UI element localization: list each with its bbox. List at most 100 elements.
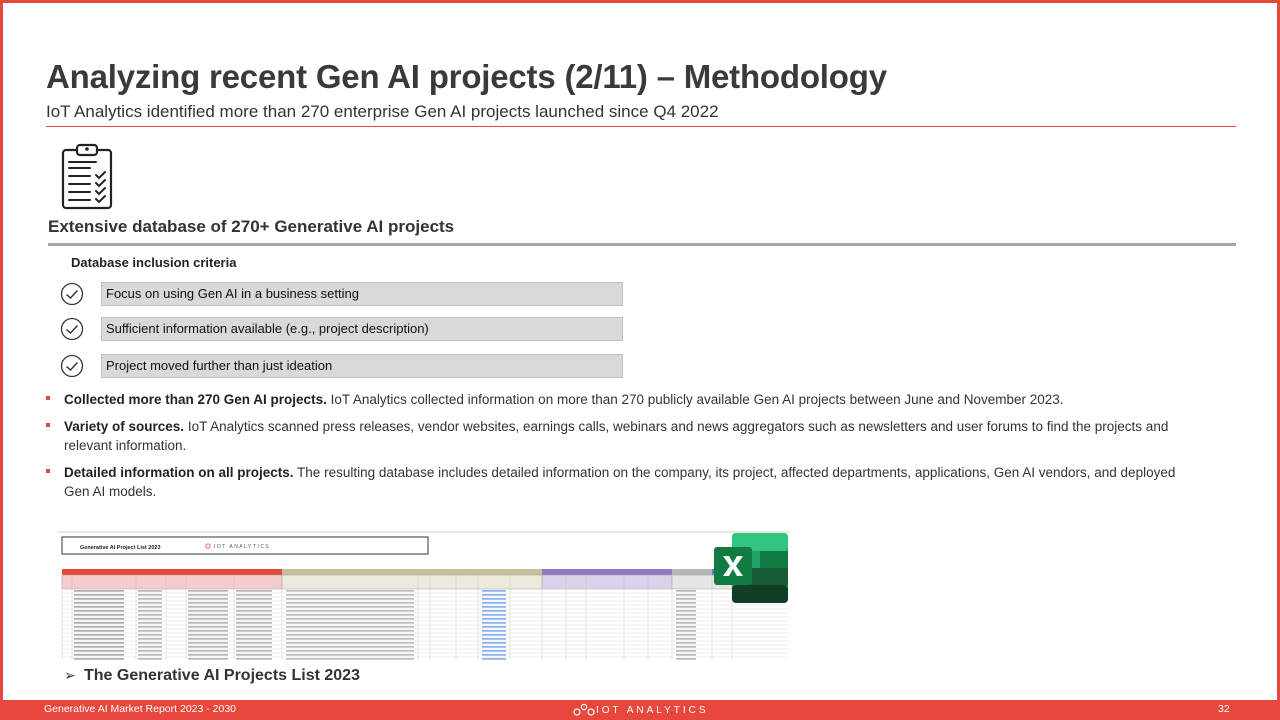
- sheet-cell-text: [676, 630, 696, 632]
- sheet-cell-text: [74, 626, 124, 628]
- sheet-cell-text: [286, 606, 414, 608]
- sheet-cell-text: [74, 614, 124, 616]
- sheet-cell-text: [74, 658, 124, 660]
- sheet-col-header: [281, 574, 543, 590]
- sheet-cell-text: [286, 630, 414, 632]
- sheet-header-band: [542, 569, 672, 575]
- sheet-cell-text: [286, 594, 414, 596]
- sheet-cell-text: [138, 598, 162, 600]
- footer-logo: IOT ANALYTICS: [572, 702, 709, 718]
- sheet-cell-text: [236, 650, 272, 652]
- sheet-cell-text: [676, 606, 696, 608]
- sheet-cell-text: [236, 610, 272, 612]
- sheet-cell-text: [236, 646, 272, 648]
- sheet-cell-link: [482, 602, 506, 604]
- sheet-cell-text: [138, 642, 162, 644]
- sheet-cell-text: [236, 590, 272, 592]
- sheet-cell-text: [286, 642, 414, 644]
- sheet-cell-text: [236, 654, 272, 656]
- sheet-cell-link: [482, 622, 506, 624]
- sheet-cell-text: [236, 614, 272, 616]
- sheet-cell-text: [676, 646, 696, 648]
- sheet-cell-link: [482, 614, 506, 616]
- criteria-item-label: Focus on using Gen AI in a business sett…: [101, 282, 623, 306]
- sheet-cell-text: [138, 618, 162, 620]
- sheet-cell-text: [74, 630, 124, 632]
- sheet-cell-text: [286, 646, 414, 648]
- sheet-cell-text: [138, 590, 162, 592]
- sheet-cell-text: [188, 606, 228, 608]
- sheet-cell-text: [74, 610, 124, 612]
- sheet-cell-text: [236, 622, 272, 624]
- criteria-heading: Database inclusion criteria: [71, 255, 237, 270]
- sheet-cell-text: [74, 598, 124, 600]
- sheet-cell-text: [188, 626, 228, 628]
- sheet-cell-text: [676, 638, 696, 640]
- frame-right: [1277, 0, 1280, 720]
- sheet-cell-text: [74, 606, 124, 608]
- sheet-cell-text: [286, 618, 414, 620]
- sheet-cell-text: [236, 626, 272, 628]
- sheet-cell-text: [236, 594, 272, 596]
- sheet-cell-text: [676, 642, 696, 644]
- sheet-cell-link: [482, 606, 506, 608]
- sheet-cell-text: [236, 598, 272, 600]
- page-title: Analyzing recent Gen AI projects (2/11) …: [46, 58, 887, 95]
- sheet-cell-text: [676, 658, 696, 660]
- check-circle-icon: [60, 354, 84, 378]
- sheet-cell-link: [482, 642, 506, 644]
- sheet-cell-text: [74, 622, 124, 624]
- bullet-item: Detailed information on all projects. Th…: [44, 463, 1204, 501]
- sheet-header-band: [282, 569, 542, 575]
- sheet-cell-text: [286, 650, 414, 652]
- caption-text: The Generative AI Projects List 2023: [84, 667, 360, 684]
- footer-bar: Generative AI Market Report 2023 - 2030 …: [0, 700, 1280, 720]
- sheet-cell-text: [138, 650, 162, 652]
- sheet-cell-text: [286, 658, 414, 660]
- spreadsheet-logo: IOT ANALYTICS: [214, 544, 270, 550]
- sheet-cell-text: [188, 654, 228, 656]
- sheet-cell-text: [676, 650, 696, 652]
- sheet-cell-link: [482, 618, 506, 620]
- sheet-cell-text: [188, 610, 228, 612]
- sheet-cell-text: [188, 646, 228, 648]
- sheet-cell-link: [482, 654, 506, 656]
- sheet-col-header: [61, 574, 283, 590]
- bullet-text: IoT Analytics scanned press releases, ve…: [64, 419, 1169, 453]
- bullet-lead: Variety of sources.: [64, 419, 185, 434]
- sheet-cell-text: [676, 614, 696, 616]
- sheet-cell-text: [138, 610, 162, 612]
- sheet-cell-text: [188, 614, 228, 616]
- sheet-cell-text: [236, 630, 272, 632]
- sheet-cell-text: [138, 614, 162, 616]
- sheet-cell-text: [676, 598, 696, 600]
- spreadsheet-preview: Generative AI Project List 2023 IOT ANAL…: [58, 531, 790, 661]
- sheet-cell-link: [482, 638, 506, 640]
- sheet-cell-text: [188, 642, 228, 644]
- sheet-cell-text: [286, 602, 414, 604]
- sheet-cell-text: [138, 606, 162, 608]
- spreadsheet-title: Generative AI Project List 2023: [80, 545, 161, 551]
- sheet-cell-text: [188, 630, 228, 632]
- sheet-cell-text: [236, 602, 272, 604]
- sheet-cell-link: [482, 650, 506, 652]
- sheet-cell-text: [74, 602, 124, 604]
- sheet-cell-text: [188, 594, 228, 596]
- criteria-item-label: Sufficient information available (e.g., …: [101, 317, 623, 341]
- clipboard-checklist-icon: [61, 143, 113, 210]
- section-heading: Extensive database of 270+ Generative AI…: [48, 217, 455, 236]
- title-divider: [46, 126, 1236, 127]
- sheet-cell-text: [138, 602, 162, 604]
- sheet-cell-text: [676, 590, 696, 592]
- sheet-cell-text: [138, 638, 162, 640]
- sheet-cell-text: [188, 634, 228, 636]
- sheet-cell-text: [188, 590, 228, 592]
- check-circle-icon: [60, 282, 84, 306]
- sheet-cell-link: [482, 634, 506, 636]
- sheet-cell-text: [188, 638, 228, 640]
- sheet-cell-text: [676, 610, 696, 612]
- sheet-cell-text: [138, 646, 162, 648]
- sheet-col-header: [541, 574, 673, 590]
- sheet-cell-text: [188, 650, 228, 652]
- criteria-item: Project moved further than just ideation: [60, 354, 630, 380]
